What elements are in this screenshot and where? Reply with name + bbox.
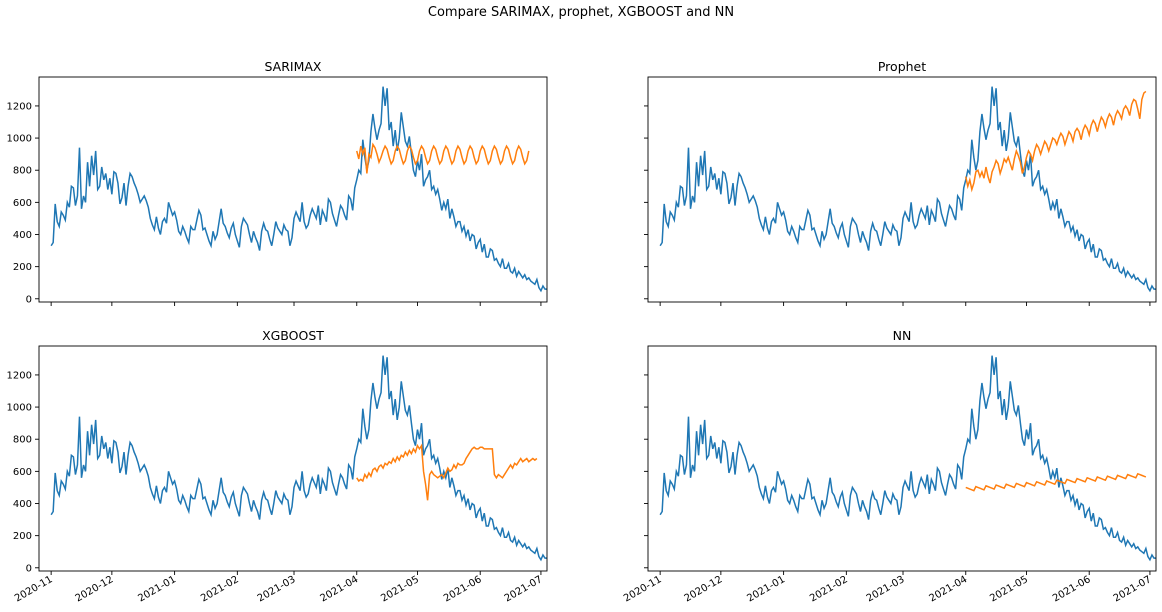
axes-frame bbox=[647, 345, 1157, 572]
x-tick-label: 2021-04 bbox=[319, 574, 361, 604]
y-tick-label: 200 bbox=[13, 531, 32, 542]
axes-frame bbox=[38, 76, 548, 303]
x-tick-label: 2021-04 bbox=[928, 574, 970, 604]
subplot-nn: NN 2020-11 2020-12 2021-01 2021-02 2021-03 202… bbox=[622, 328, 1157, 604]
y-tick-label: 400 bbox=[13, 499, 32, 510]
x-tick-label: 2020-12 bbox=[74, 574, 116, 604]
x-tick-label: 2021-01 bbox=[136, 574, 178, 604]
y-tick-label: 0 bbox=[26, 563, 32, 574]
y-tick-label: 600 bbox=[13, 198, 32, 209]
subplot-title: Prophet bbox=[878, 59, 926, 74]
y-tick-label: 800 bbox=[13, 166, 32, 177]
y-tick-label: 1000 bbox=[7, 403, 32, 414]
y-tick-label: 400 bbox=[13, 230, 32, 241]
actual-series-line bbox=[50, 355, 547, 562]
forecast-series-line bbox=[965, 472, 1147, 492]
x-tick-label: 2021-05 bbox=[988, 574, 1030, 604]
x-tick-label: 2021-06 bbox=[442, 574, 484, 604]
x-tick-label: 2021-05 bbox=[379, 574, 421, 604]
y-tick-label: 1000 bbox=[7, 134, 32, 145]
axes-frame bbox=[38, 345, 548, 572]
y-tick-label: 800 bbox=[13, 435, 32, 446]
y-tick-label: 600 bbox=[13, 467, 32, 478]
x-tick-label: 2021-06 bbox=[1051, 574, 1093, 604]
axes-frame bbox=[647, 76, 1157, 303]
x-tick-label: 2020-12 bbox=[683, 574, 725, 604]
subplot-xgboost: XGBOOST 0 200 400 600 800 1000 1200 2020-11 2020-… bbox=[7, 328, 548, 604]
x-tick-label: 2021-01 bbox=[745, 574, 787, 604]
y-tick-label: 1200 bbox=[7, 370, 32, 381]
x-tick-label: 2020-11 bbox=[622, 574, 664, 604]
x-tick-label: 2021-03 bbox=[256, 574, 298, 604]
y-tick-label: 0 bbox=[26, 294, 32, 305]
x-tick-label: 2021-02 bbox=[808, 574, 850, 604]
x-tick-label: 2021-07 bbox=[503, 574, 545, 604]
actual-series-line bbox=[659, 86, 1156, 293]
x-tick-label: 2021-02 bbox=[199, 574, 241, 604]
subplot-title: NN bbox=[893, 328, 912, 343]
figure-title: Compare SARIMAX, prophet, XGBOOST and NN bbox=[427, 5, 735, 20]
subplot-prophet: Prophet bbox=[644, 59, 1157, 306]
actual-series-line bbox=[659, 355, 1156, 562]
actual-series-line bbox=[50, 86, 547, 293]
forecast-series-line bbox=[965, 90, 1147, 193]
subplot-title: XGBOOST bbox=[262, 328, 324, 343]
subplot-title: SARIMAX bbox=[265, 59, 322, 74]
y-tick-label: 200 bbox=[13, 262, 32, 273]
x-tick-label: 2021-07 bbox=[1112, 574, 1154, 604]
forecast-series-line bbox=[356, 142, 530, 174]
x-tick-label: 2021-03 bbox=[865, 574, 907, 604]
forecast-series-line bbox=[356, 443, 538, 501]
subplot-sarimax: SARIMAX 0 200 400 600 800 1000 1200 bbox=[7, 59, 548, 306]
y-tick-label: 1200 bbox=[7, 101, 32, 112]
x-tick-label: 2020-11 bbox=[13, 574, 55, 604]
